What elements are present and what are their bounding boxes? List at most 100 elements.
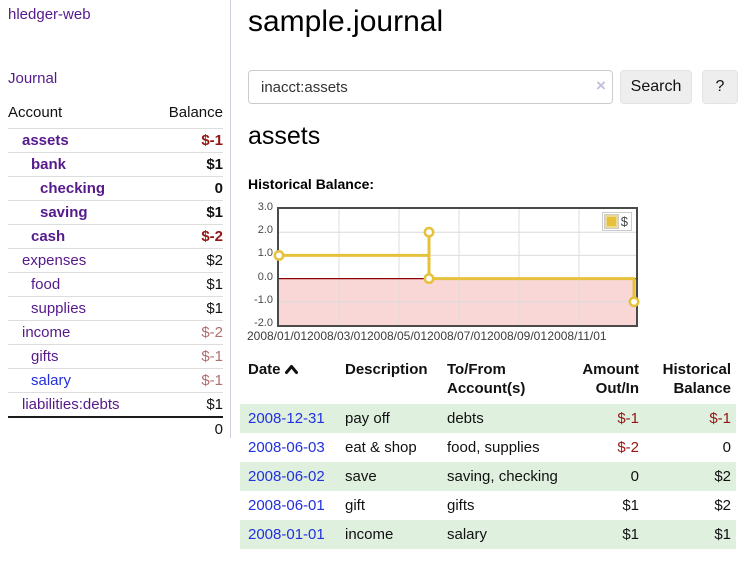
transaction-description: eat & shop [345, 439, 417, 456]
brand-link[interactable]: hledger-web [8, 6, 91, 23]
transaction-description: gift [345, 497, 366, 514]
chart-title: Historical Balance: [248, 176, 375, 192]
account-link-liabilities-debts[interactable]: liabilities:debts [22, 396, 120, 413]
date-header-label: Date [248, 361, 281, 378]
transaction-balance: $2 [714, 468, 731, 485]
transaction-row: 2008-06-02 save saving, checking 0 $2 [240, 462, 736, 491]
y-tick: -1.0 [254, 294, 273, 306]
account-balance: $2 [158, 248, 223, 273]
y-tick: 3.0 [257, 201, 273, 213]
balance-series-line [279, 230, 636, 302]
account-row: gifts $-1 [8, 344, 223, 369]
transaction-date-link[interactable]: 2008-06-02 [248, 468, 325, 485]
register-account-title: assets [248, 122, 321, 150]
transaction-date-link[interactable]: 2008-12-31 [248, 410, 325, 427]
account-balance: $1 [158, 392, 223, 417]
transaction-row: 2008-12-31 pay off debts $-1 $-1 [240, 404, 736, 433]
search-input[interactable] [248, 70, 613, 104]
x-tick: 2008/03/01 [306, 329, 368, 343]
account-link-bank[interactable]: bank [31, 156, 67, 173]
transaction-accounts: saving, checking [447, 468, 558, 485]
chart-canvas [273, 209, 640, 325]
account-balance: $1 [158, 200, 223, 225]
account-balance: $1 [158, 272, 223, 297]
transaction-description: pay off [345, 410, 390, 427]
transaction-balance: $2 [714, 497, 731, 514]
y-tick: 0.0 [257, 271, 273, 283]
sort-ascending-icon [284, 365, 298, 374]
transaction-amount: $-1 [617, 410, 639, 427]
column-header-description: Description [345, 361, 428, 378]
account-row: bank $1 [8, 152, 223, 177]
account-row: supplies $1 [8, 296, 223, 321]
account-row: expenses $2 [8, 248, 223, 273]
transaction-date-link[interactable]: 2008-01-01 [248, 526, 325, 543]
transaction-row: 2008-06-03 eat & shop food, supplies $-2… [240, 433, 736, 462]
transaction-balance: $1 [714, 526, 731, 543]
help-button[interactable]: ? [702, 70, 738, 104]
accounts-total-row: 0 [8, 416, 223, 441]
account-link-expenses[interactable]: expenses [22, 252, 87, 269]
transaction-amount: $-2 [617, 439, 639, 456]
account-row: income $-2 [8, 320, 223, 345]
account-balance: $1 [158, 296, 223, 321]
account-link-food[interactable]: food [31, 276, 61, 293]
y-tick: 1.0 [257, 247, 273, 259]
search-button[interactable]: Search [620, 70, 692, 104]
y-tick: -2.0 [254, 317, 273, 329]
transaction-accounts: salary [447, 526, 488, 543]
column-header-date[interactable]: Date [240, 357, 340, 404]
transaction-balance: $-1 [709, 410, 731, 427]
clear-search-icon[interactable]: × [596, 76, 606, 95]
x-tick: 2008/01/01 [246, 329, 308, 343]
x-tick: 2008/09/01 [486, 329, 548, 343]
account-row: assets $-1 [8, 128, 223, 153]
transaction-accounts: food, supplies [447, 439, 540, 456]
legend-label: $ [620, 214, 628, 229]
column-header-tofrom: To/From Account(s) [447, 361, 526, 397]
transaction-row: 2008-01-01 income salary $1 $1 [240, 520, 736, 549]
account-balance: $-1 [158, 344, 223, 369]
data-point-markers [273, 226, 640, 308]
transaction-amount: 0 [630, 468, 639, 485]
column-header-historical: Historical Balance [662, 361, 731, 397]
column-header-amount: Amount Out/In [582, 361, 639, 397]
main-content: sample.journal × Search ? assets Histori… [240, 0, 742, 582]
plot-area: $ [273, 207, 640, 327]
account-balance: $-2 [158, 320, 223, 345]
account-balance: $-1 [158, 128, 223, 153]
account-link-gifts[interactable]: gifts [31, 348, 59, 365]
transaction-amount: $1 [622, 497, 639, 514]
transaction-date-link[interactable]: 2008-06-03 [248, 439, 325, 456]
account-row: cash $-2 [8, 224, 223, 249]
account-row: food $1 [8, 272, 223, 297]
account-balance: $1 [158, 152, 223, 177]
accounts-header-balance: Balance [168, 104, 223, 121]
page-title: sample.journal [248, 5, 444, 38]
y-tick: 2.0 [257, 224, 273, 236]
sidebar-item-journal[interactable]: Journal [8, 70, 58, 87]
account-link-supplies[interactable]: supplies [31, 300, 87, 317]
transaction-row: 2008-06-01 gift gifts $1 $2 [240, 491, 736, 520]
account-link-income[interactable]: income [22, 324, 71, 341]
account-link-cash[interactable]: cash [31, 228, 66, 245]
account-row: checking 0 [8, 176, 223, 201]
transaction-accounts: gifts [447, 497, 475, 514]
transaction-date-link[interactable]: 2008-06-01 [248, 497, 325, 514]
accounts-table: Account Balance assets $-1 bank $1 check… [8, 102, 223, 441]
account-row: salary $-1 [8, 368, 223, 393]
grid-lines [279, 209, 636, 325]
account-row: liabilities:debts $1 [8, 392, 223, 417]
account-balance: 0 [158, 176, 223, 201]
account-link-salary[interactable]: salary [31, 372, 72, 389]
account-link-saving[interactable]: saving [40, 204, 88, 221]
transaction-description: income [345, 526, 394, 543]
sidebar: hledger-web Journal Account Balance asse… [0, 0, 231, 441]
transaction-balance: 0 [722, 439, 731, 456]
account-link-assets[interactable]: assets [22, 132, 69, 149]
register-table: Date Description To/From Account(s) Amou… [240, 357, 736, 549]
account-balance: $-1 [158, 368, 223, 393]
historical-balance-chart: 3.0 2.0 1.0 0.0 -1.0 -2.0 [247, 200, 708, 348]
account-link-checking[interactable]: checking [40, 180, 106, 197]
accounts-total-balance: 0 [158, 416, 223, 441]
